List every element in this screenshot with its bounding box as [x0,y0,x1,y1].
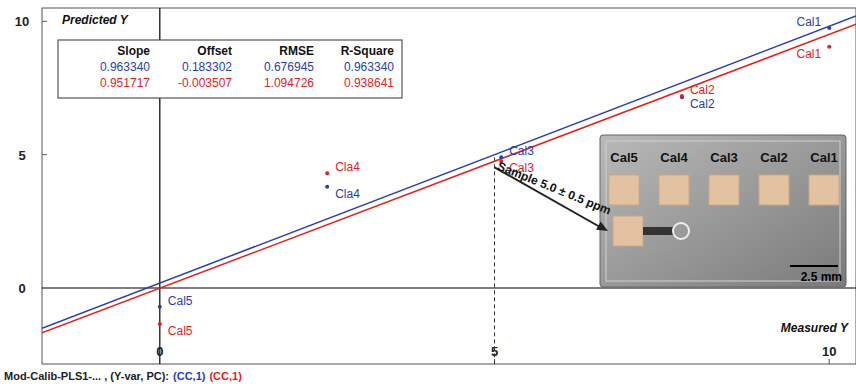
x-tick [829,359,830,364]
inset-tile [659,175,689,205]
point-label: Cal3 [509,144,534,158]
point [158,322,162,326]
plot-frame [42,8,856,364]
inset-label: Cal3 [710,150,737,165]
x-tick-label: 10 [822,344,836,359]
point [827,45,831,49]
stats-header: Offset [197,44,232,58]
stats-cell: 0.963340 [100,60,150,74]
legend-entry: (CC,1) [173,370,206,382]
chart-root: 05100510Predicted YMeasured YCal1Cal2Cal… [0,0,856,384]
annotation-arrowhead [596,222,608,231]
y-tick-label: 5 [18,148,25,163]
point [827,26,831,30]
inset-label: Cal5 [610,150,637,165]
point [158,305,162,309]
inset-tile [709,175,739,205]
stats-header: Slope [117,44,150,58]
point-label: Cal2 [690,83,715,97]
inset-ring [673,223,689,239]
fit-line [42,24,856,333]
inset-photo [600,135,846,287]
footer: Mod-Calib-PLS1-... , (Y-var, PC): (CC,1)(… [4,370,242,382]
point-label: Cal1 [797,15,822,29]
inset-label: Cal2 [760,150,787,165]
inset-sample-tile [613,216,643,246]
inset-tile [609,175,639,205]
stats-cell: 0.183302 [182,60,232,74]
inset-tile [809,175,839,205]
y-tick [42,154,47,155]
annotation-text: Sample 5.0 ± 0.5 ppm [495,159,613,217]
point-label: Cla4 [335,160,360,174]
stats-table [58,40,402,98]
stats-cell: -0.003507 [178,76,232,90]
footer-text: Mod-Calib-PLS1-... , (Y-var, PC): [4,370,169,382]
y-tick [42,21,47,22]
annotation-line [494,157,495,364]
point-label: Cal2 [690,97,715,111]
x-tick-label: 0 [156,344,163,359]
stats-cell: 0.938641 [344,76,394,90]
stats-cell: 0.951717 [100,76,150,90]
plot-area [42,16,856,333]
point [325,171,329,175]
y-tick-label: 0 [18,281,25,296]
point [325,185,329,189]
scale-bar-label: 2.5 mm [801,270,842,284]
inset-label: Cal4 [660,150,688,165]
stats-header: R-Square [341,44,395,58]
inset-chip-edge [606,141,840,281]
x-axis-label: Measured Y [781,321,849,335]
scale-bar [790,265,838,267]
legend-entry: (CC,1) [209,370,242,382]
y-tick-label: 10 [15,14,29,29]
point-label: Cal5 [168,294,193,308]
stats-cell: 0.676945 [264,60,314,74]
inset-label: Cal1 [810,150,837,165]
y-axis-label: Predicted Y [62,13,129,27]
stats-cell: 1.094726 [264,76,314,90]
stats-cell: 0.963340 [344,60,394,74]
y-zero-axis [42,287,856,288]
point [680,94,684,98]
point-label: Cal1 [797,47,822,61]
inset-tile [759,175,789,205]
fit-line [42,16,856,328]
inset-channel [643,227,673,235]
stats-header: RMSE [279,44,314,58]
point-label: Cal5 [168,324,193,338]
point-label: Cla4 [335,187,360,201]
chart: 05100510Predicted YMeasured YCal1Cal2Cal… [0,0,856,384]
